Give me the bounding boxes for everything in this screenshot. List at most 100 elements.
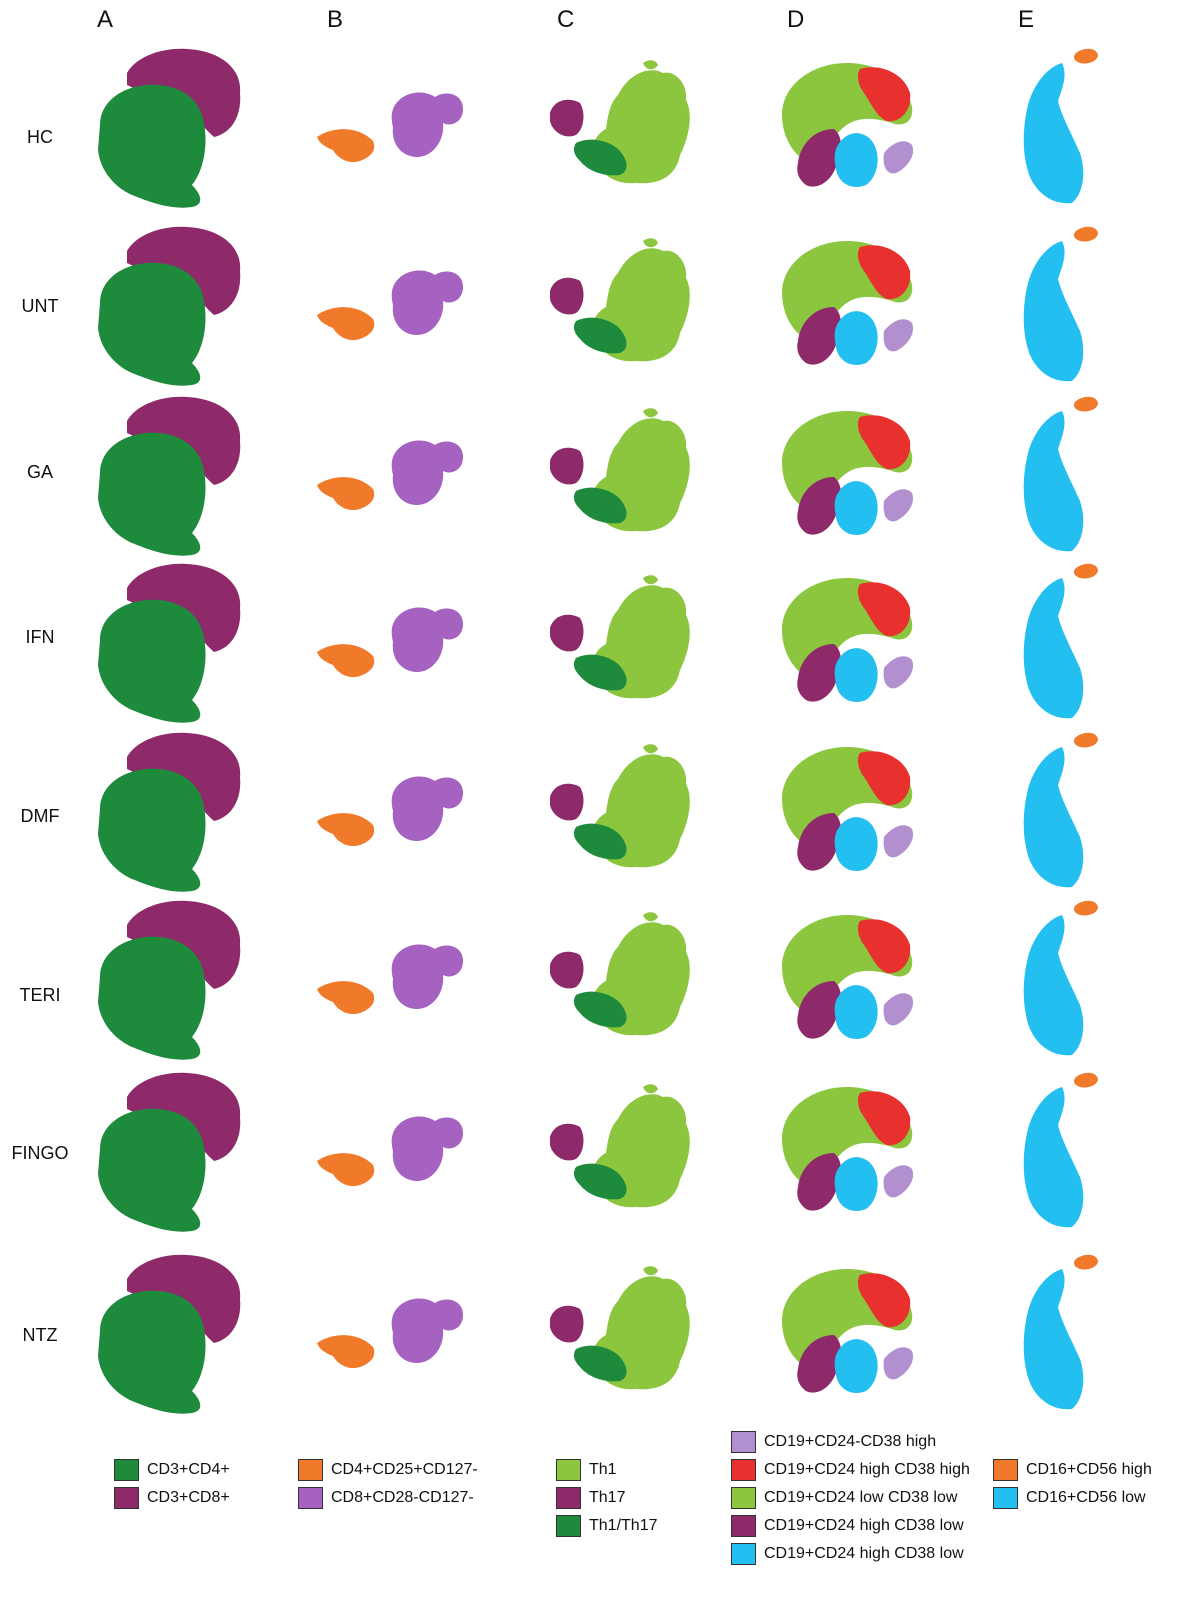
- cd8cd28-cluster: [391, 776, 463, 841]
- cd4-cluster: [98, 768, 206, 892]
- plot-dmf-a: [98, 732, 241, 892]
- legend-b-treg: CD4+CD25+CD127-: [298, 1459, 478, 1481]
- legend-label: CD8+CD28-CD127-: [331, 1489, 474, 1506]
- treg-cluster: [317, 129, 375, 163]
- legend-label: Th1: [589, 1461, 617, 1478]
- cd8cd28-cluster: [391, 270, 463, 335]
- plot-ga-e: [1023, 396, 1098, 552]
- cd16cd56-low-cluster: [1023, 411, 1084, 552]
- cd24hi-cd38hi-cluster: [857, 67, 911, 122]
- th1-cluster: [643, 575, 658, 585]
- cd16cd56-low-cluster: [1023, 1269, 1084, 1410]
- cd24hi-cd38lo-blue-cluster: [834, 133, 878, 188]
- plot-fingo-b: [317, 1116, 463, 1187]
- cd8cd28-cluster: [391, 944, 463, 1009]
- legend-d-cd24lo-cd38lo: CD19+CD24 low CD38 low: [731, 1487, 957, 1509]
- legend-b-cd8cd28: CD8+CD28-CD127-: [298, 1487, 474, 1509]
- row-label-ntz: NTZ: [22, 1325, 58, 1345]
- legend-swatch: [556, 1459, 581, 1481]
- cd24-cd38hi-cluster: [883, 656, 914, 689]
- legend-swatch: [731, 1487, 756, 1509]
- row-label-ga: GA: [26, 462, 53, 482]
- th1-cluster: [643, 744, 658, 754]
- plot-unt-c: [550, 238, 690, 362]
- row-label-dmf: DMF: [20, 806, 60, 826]
- legend-label: CD19+CD24-CD38 high: [764, 1433, 937, 1450]
- plot-hc-d: [782, 63, 914, 188]
- cd24hi-cd38lo-cluster: [797, 307, 841, 365]
- plot-teri-e: [1023, 900, 1098, 1056]
- cd24hi-cd38hi-cluster: [857, 1273, 911, 1328]
- cd24hi-cd38lo-blue-cluster: [834, 1339, 878, 1394]
- th1-cluster: [643, 408, 658, 418]
- cd24hi-cd38lo-cluster: [797, 477, 841, 535]
- plot-ntz-a: [98, 1254, 241, 1414]
- row-label-ifn: IFN: [25, 627, 55, 647]
- cd4-cluster: [98, 84, 206, 208]
- th17-cluster: [550, 277, 584, 315]
- plot-unt-d: [782, 241, 914, 366]
- th17-cluster: [550, 447, 584, 485]
- cd8cd28-cluster: [391, 607, 463, 672]
- legend-label: CD16+CD56 low: [1026, 1489, 1146, 1506]
- plot-ntz-c: [550, 1266, 690, 1390]
- cd16cd56-low-cluster: [1023, 747, 1084, 888]
- cd24-cd38hi-cluster: [883, 825, 914, 858]
- th1th17-cluster: [573, 991, 627, 1028]
- cd24hi-cd38lo-cluster: [797, 1153, 841, 1211]
- cd24hi-cd38lo-cluster: [797, 644, 841, 702]
- cd24hi-cd38hi-cluster: [857, 919, 911, 974]
- cd24-cd38hi-cluster: [883, 489, 914, 522]
- cd8cd28-cluster: [391, 440, 463, 505]
- column-label-e: E: [1018, 6, 1035, 33]
- plot-teri-a: [98, 900, 241, 1060]
- th17-cluster: [550, 783, 584, 821]
- cd16cd56-low-cluster: [1023, 915, 1084, 1056]
- cd24hi-cd38lo-blue-cluster: [834, 985, 878, 1040]
- plot-unt-e: [1023, 226, 1098, 382]
- cd4-cluster: [98, 262, 206, 386]
- cd24-cd38hi-cluster: [883, 993, 914, 1026]
- cd24hi-cd38lo-blue-cluster: [834, 481, 878, 536]
- plot-hc-b: [317, 92, 463, 163]
- plot-dmf-e: [1023, 732, 1098, 888]
- th17-cluster: [550, 614, 584, 652]
- legend-swatch: [114, 1459, 139, 1481]
- legend-a-cd4: CD3+CD4+: [114, 1459, 230, 1481]
- cd24-cd38hi-cluster: [883, 1165, 914, 1198]
- cd24hi-cd38lo-cluster: [797, 129, 841, 187]
- plot-fingo-d: [782, 1087, 914, 1212]
- legend-c-th1th17: Th1/Th17: [556, 1515, 657, 1537]
- cd24hi-cd38hi-cluster: [857, 415, 911, 470]
- plot-hc-c: [550, 60, 690, 184]
- treg-cluster: [317, 644, 375, 678]
- cd4-cluster: [98, 1290, 206, 1414]
- cd8cd28-cluster: [391, 1298, 463, 1363]
- treg-cluster: [317, 1153, 375, 1187]
- legend-d-cd24-cd38hi: CD19+CD24-CD38 high: [731, 1431, 936, 1453]
- legend-swatch: [731, 1515, 756, 1537]
- th17-cluster: [550, 1305, 584, 1343]
- cd16cd56-low-cluster: [1023, 241, 1084, 382]
- column-label-b: B: [327, 6, 344, 33]
- th1-cluster: [643, 1084, 658, 1094]
- cd24-cd38hi-cluster: [883, 319, 914, 352]
- plot-teri-d: [782, 915, 914, 1040]
- cd16cd56-high-cluster: [1073, 900, 1098, 916]
- cd24hi-cd38hi-cluster: [857, 1091, 911, 1146]
- th1th17-cluster: [573, 487, 627, 524]
- legend-label: CD3+CD8+: [147, 1489, 230, 1506]
- legend-label: CD19+CD24 high CD38 high: [764, 1461, 970, 1478]
- th17-cluster: [550, 1123, 584, 1161]
- cd16cd56-high-cluster: [1073, 396, 1098, 412]
- legend-label: CD19+CD24 high CD38 low: [764, 1517, 964, 1534]
- cd24hi-cd38lo-blue-cluster: [834, 1157, 878, 1212]
- plot-ifn-e: [1023, 563, 1098, 719]
- cd16cd56-high-cluster: [1073, 226, 1098, 242]
- cd8cd28-cluster: [391, 1116, 463, 1181]
- cd24hi-cd38hi-cluster: [857, 245, 911, 300]
- th1th17-cluster: [573, 1345, 627, 1382]
- legend-label: Th17: [589, 1489, 626, 1506]
- th17-cluster: [550, 99, 584, 137]
- cd24hi-cd38lo-blue-cluster: [834, 648, 878, 703]
